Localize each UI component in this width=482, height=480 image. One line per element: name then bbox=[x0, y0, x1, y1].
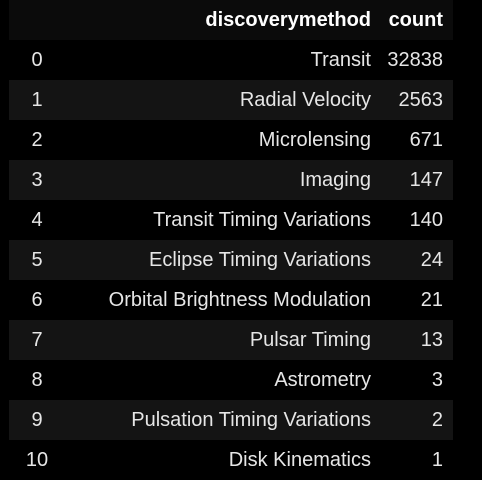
table-row: 7 Pulsar Timing 13 bbox=[9, 320, 453, 360]
table-row: 2 Microlensing 671 bbox=[9, 120, 453, 160]
row-index: 8 bbox=[31, 368, 43, 391]
count-cell: 32838 bbox=[387, 48, 443, 71]
row-index: 5 bbox=[31, 248, 43, 271]
discoverymethod-cell: Radial Velocity bbox=[239, 88, 371, 111]
table-row: 1 Radial Velocity 2563 bbox=[9, 80, 453, 120]
count-header: count bbox=[388, 8, 443, 31]
discoverymethod-cell: Disk Kinematics bbox=[228, 448, 371, 471]
count-cell: 2 bbox=[431, 408, 443, 431]
table-row: 8 Astrometry 3 bbox=[9, 360, 453, 400]
discoverymethod-header: discoverymethod bbox=[205, 8, 371, 31]
dataframe-table: discoverymethod count 0 Transit 32838 1 Radi… bbox=[9, 0, 453, 480]
table-row: 4 Transit Timing Variations 140 bbox=[9, 200, 453, 240]
table-row: 10 Disk Kinematics 1 bbox=[9, 440, 453, 480]
count-cell: 140 bbox=[409, 208, 443, 231]
discoverymethod-cell: Transit Timing Variations bbox=[153, 208, 371, 231]
count-cell: 24 bbox=[420, 248, 443, 271]
discoverymethod-cell: Eclipse Timing Variations bbox=[149, 248, 371, 271]
header-row: discoverymethod count bbox=[9, 0, 453, 40]
discoverymethod-cell: Pulsar Timing bbox=[249, 328, 371, 351]
row-index: 10 bbox=[25, 448, 49, 471]
count-cell: 3 bbox=[431, 368, 443, 391]
row-index: 7 bbox=[31, 328, 43, 351]
count-cell: 21 bbox=[420, 288, 443, 311]
row-index: 0 bbox=[31, 48, 43, 71]
row-index: 1 bbox=[31, 88, 43, 111]
count-cell: 1 bbox=[431, 448, 443, 471]
table-row: 0 Transit 32838 bbox=[9, 40, 453, 80]
table-row: 5 Eclipse Timing Variations 24 bbox=[9, 240, 453, 280]
row-index: 6 bbox=[31, 288, 43, 311]
dataframe-output: discoverymethod count 0 Transit 32838 1 Radi… bbox=[9, 0, 453, 480]
row-index: 3 bbox=[31, 168, 43, 191]
count-cell: 13 bbox=[420, 328, 443, 351]
table-row: 9 Pulsation Timing Variations 2 bbox=[9, 400, 453, 440]
discoverymethod-cell: Astrometry bbox=[274, 368, 371, 391]
discoverymethod-cell: Microlensing bbox=[258, 128, 371, 151]
discoverymethod-cell: Imaging bbox=[299, 168, 371, 191]
table-body: 0 Transit 32838 1 Radial Velocity 2563 2 Microl… bbox=[9, 40, 453, 480]
row-index: 4 bbox=[31, 208, 43, 231]
row-index: 9 bbox=[31, 408, 43, 431]
discoverymethod-cell: Pulsation Timing Variations bbox=[131, 408, 371, 431]
table-row: 3 Imaging 147 bbox=[9, 160, 453, 200]
table-row: 6 Orbital Brightness Modulation 21 bbox=[9, 280, 453, 320]
count-cell: 671 bbox=[409, 128, 443, 151]
count-cell: 147 bbox=[409, 168, 443, 191]
table-header: discoverymethod count bbox=[9, 0, 453, 40]
count-cell: 2563 bbox=[398, 88, 444, 111]
discoverymethod-cell: Orbital Brightness Modulation bbox=[108, 288, 371, 311]
row-index: 2 bbox=[31, 128, 43, 151]
discoverymethod-cell: Transit bbox=[310, 48, 371, 71]
index-header bbox=[9, 0, 65, 40]
